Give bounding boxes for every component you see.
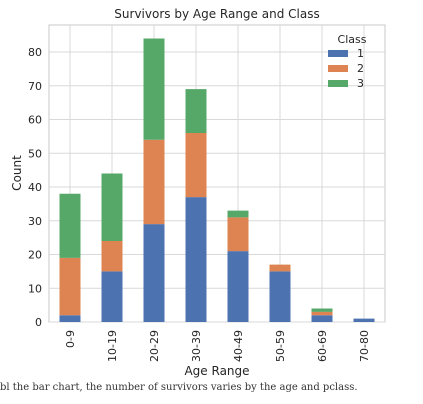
y-tick-label: 20 [28, 249, 42, 262]
bar-segment-class-3-0-9 [59, 193, 81, 258]
bar-segment-class-2-20-29 [143, 139, 165, 225]
x-tick-label: 0-9 [64, 330, 77, 348]
y-axis-label: Count [10, 155, 24, 191]
x-tick-label: 10-19 [106, 330, 119, 362]
bars [59, 38, 375, 322]
bar-segment-class-1-10-19 [101, 271, 123, 322]
bar-segment-class-2-30-39 [185, 133, 207, 198]
x-tick-label: 60-69 [316, 330, 329, 362]
y-tick-label: 70 [28, 80, 42, 93]
y-tick-label: 60 [28, 114, 42, 127]
legend-label: 3 [357, 77, 364, 90]
x-tick-label: 30-39 [190, 330, 203, 362]
bar-segment-class-1-50-59 [269, 271, 291, 322]
bar-segment-class-3-60-69 [311, 308, 333, 312]
y-tick-label: 50 [28, 147, 42, 160]
x-tick-label: 20-29 [148, 330, 161, 362]
x-tick-label: 40-49 [232, 330, 245, 362]
bar-segment-class-2-50-59 [269, 264, 291, 272]
bar-segment-class-1-60-69 [311, 315, 333, 322]
bar-segment-class-3-40-49 [227, 210, 249, 218]
bar-segment-class-1-30-39 [185, 197, 207, 322]
bar-segment-class-1-20-29 [143, 224, 165, 322]
y-tick-label: 80 [28, 46, 42, 59]
bar-segment-class-2-60-69 [311, 311, 333, 316]
y-tick-label: 0 [35, 316, 42, 329]
legend-title: Class [338, 33, 367, 46]
y-axis-ticks: 0 10 20 30 40 50 60 70 80 [28, 46, 42, 329]
x-tick-label: 50-59 [274, 330, 287, 362]
bar-segment-class-2-40-49 [227, 217, 249, 252]
bar-segment-class-2-0-9 [59, 257, 81, 316]
bar-segment-class-3-30-39 [185, 89, 207, 133]
legend-swatch-2 [328, 65, 348, 72]
x-tick-label: 70-80 [358, 330, 371, 362]
x-axis-ticks: 0-9 10-19 20-29 30-39 40-49 50-59 60-69 70-80 [64, 330, 371, 362]
bar-segment-class-3-10-19 [101, 173, 123, 241]
bar-segment-class-1-70-80 [353, 318, 375, 322]
legend-swatch-3 [328, 80, 348, 87]
legend-items: 1 2 3 [328, 47, 364, 90]
y-tick-label: 10 [28, 282, 42, 295]
legend-swatch-1 [328, 50, 348, 57]
legend-label: 2 [357, 62, 364, 75]
caption-text: bl the bar chart, the number of survivor… [0, 382, 358, 393]
bar-segment-class-3-20-29 [143, 38, 165, 140]
bar-segment-class-2-10-19 [101, 241, 123, 272]
x-axis-label: Age Range [184, 364, 249, 378]
y-tick-label: 40 [28, 181, 42, 194]
bar-segment-class-1-0-9 [59, 315, 81, 322]
y-tick-label: 30 [28, 215, 42, 228]
legend: Class 1 2 3 [328, 33, 367, 90]
bar-segment-class-1-40-49 [227, 251, 249, 322]
legend-label: 1 [357, 47, 364, 60]
chart-title: Survivors by Age Range and Class [114, 7, 319, 21]
